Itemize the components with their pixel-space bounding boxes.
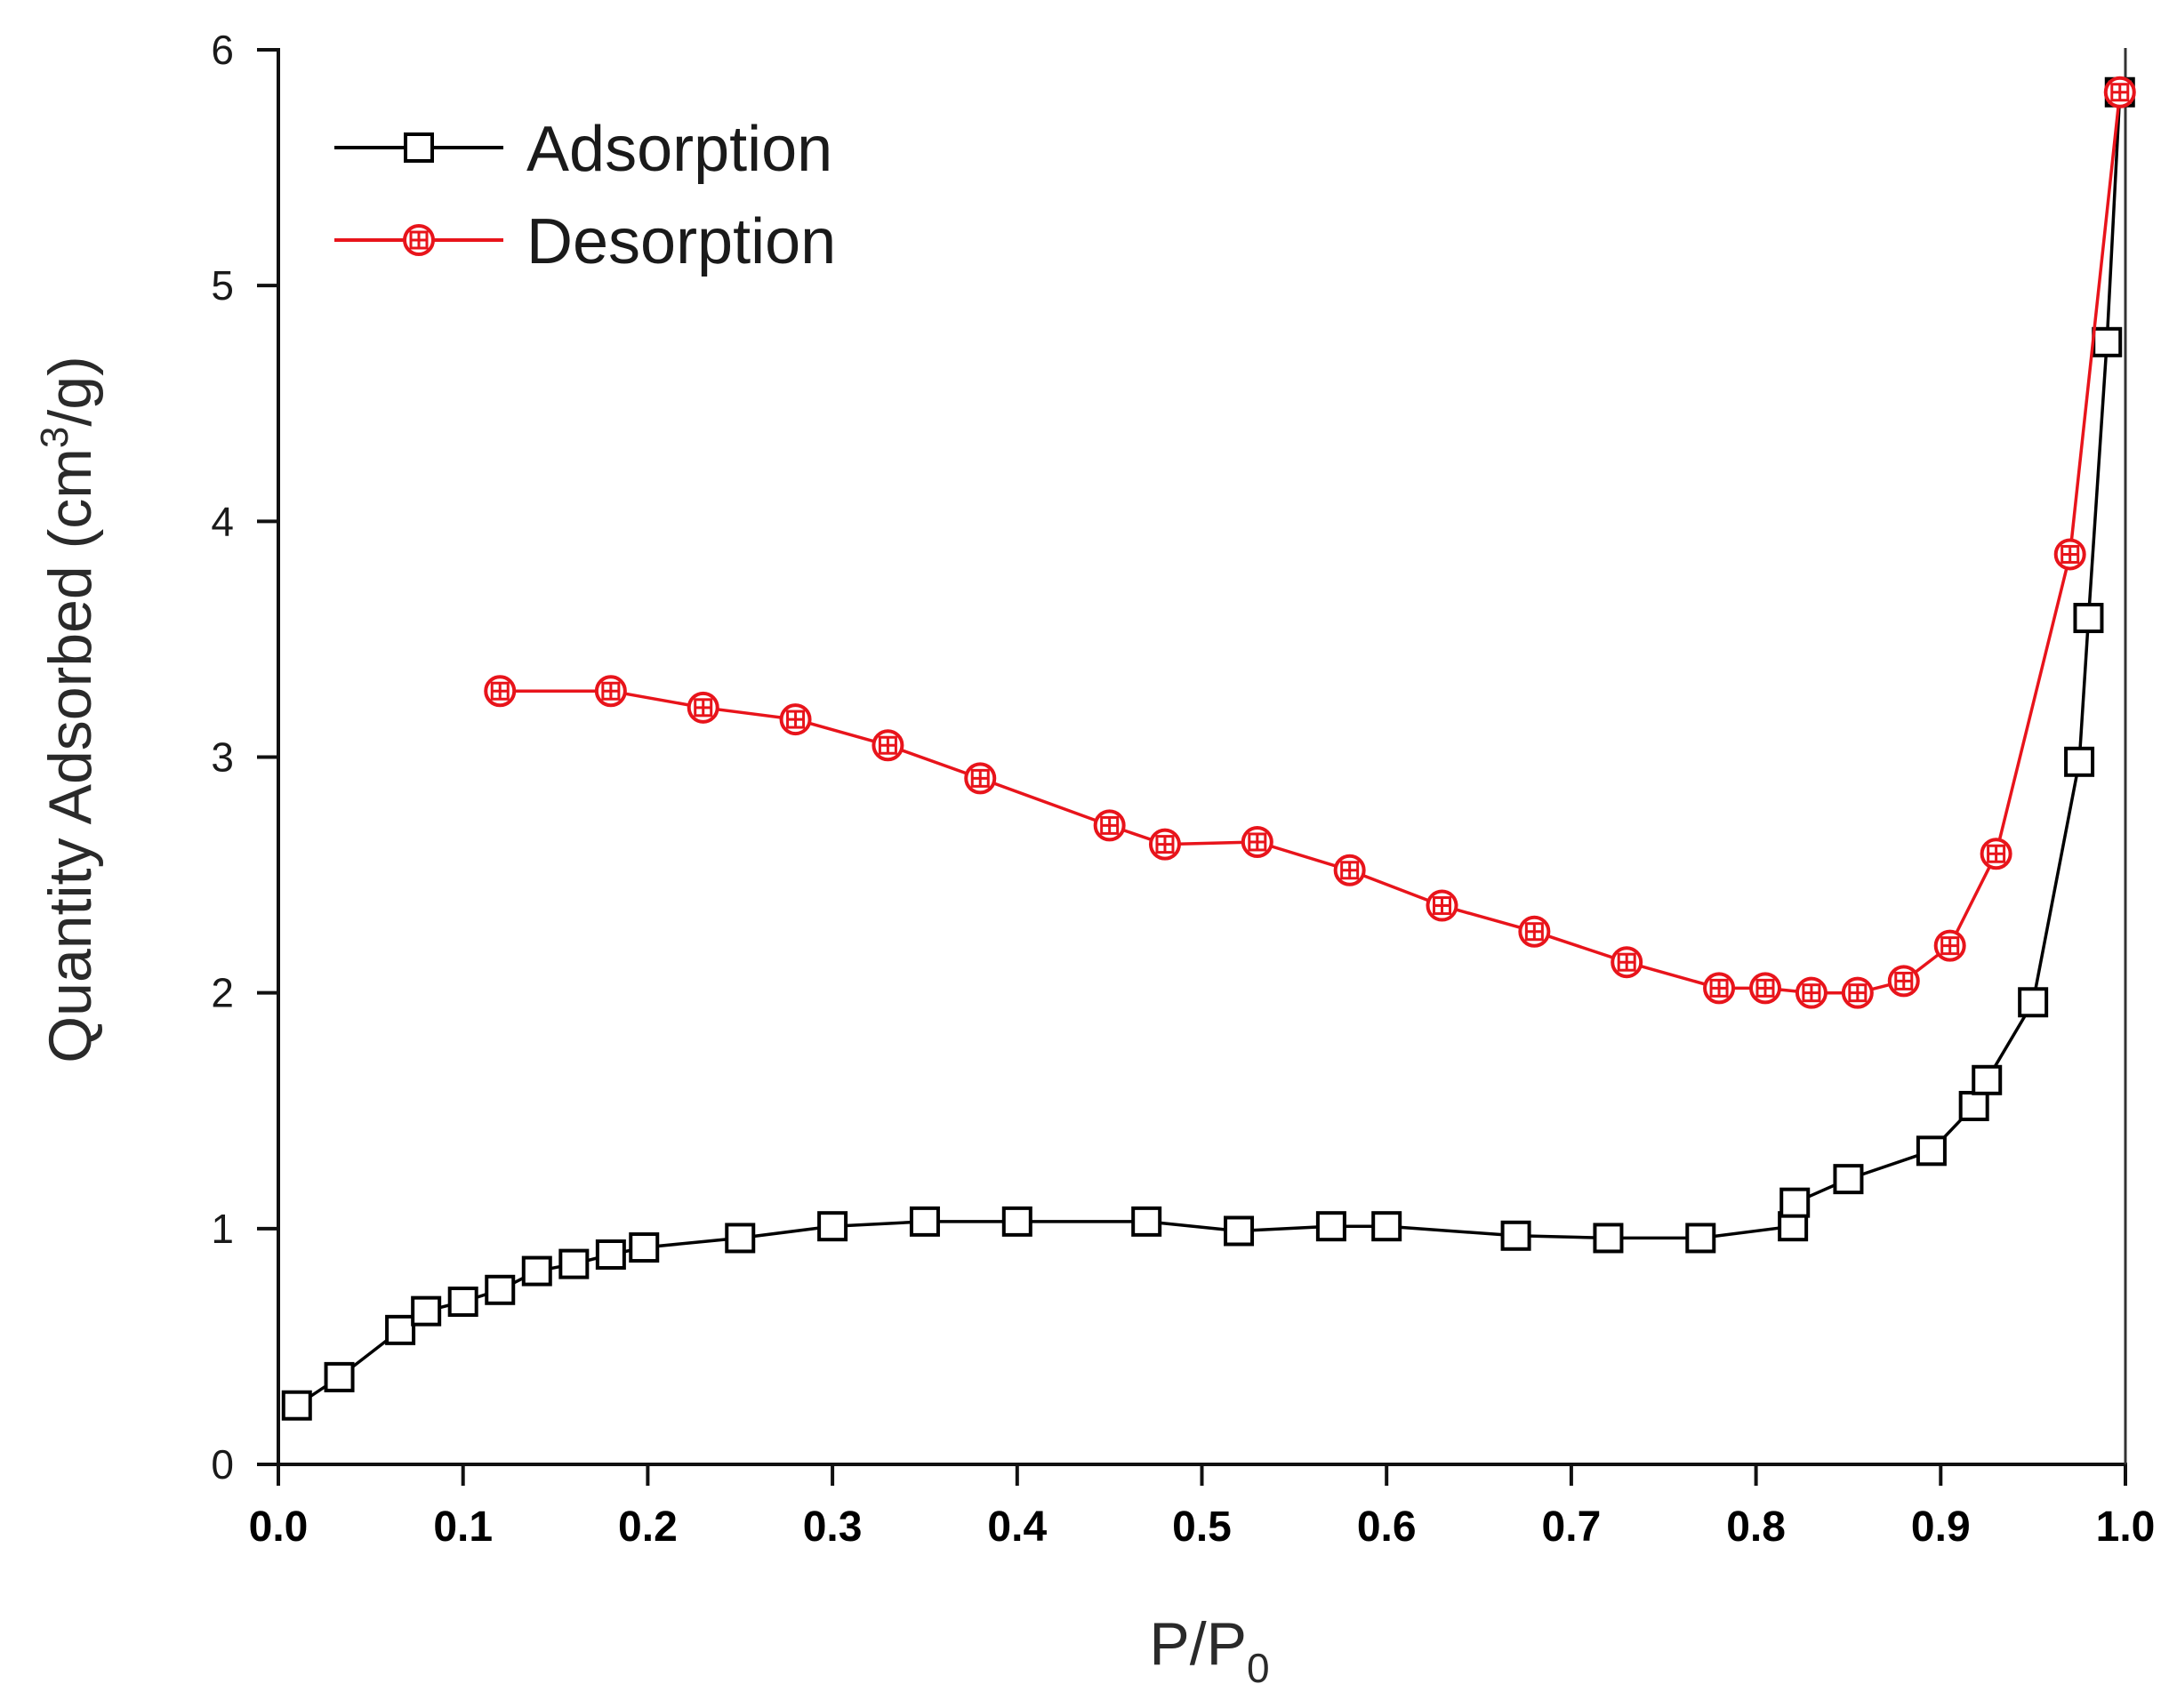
- adsorption-point-12: [909, 1206, 940, 1237]
- adsorption-point-6: [521, 1255, 552, 1287]
- x-axis: 0.0 0.1 0.2 0.3 0.4 0.5 0.6 0.7 0.8 0.9 1.0: [249, 1464, 2156, 1551]
- desorption-point-8: [1703, 972, 1736, 1005]
- adsorption-point-9: [629, 1232, 660, 1263]
- adsorption-point-15: [1224, 1215, 1255, 1247]
- desorption-point-5: [1841, 976, 1874, 1009]
- y-tick-label-5: 5: [211, 262, 234, 309]
- desorption-point-6: [1795, 976, 1828, 1009]
- adsorption-point-24: [1916, 1135, 1947, 1167]
- desorption-point-15: [1093, 809, 1126, 842]
- desorption-point-0: [2103, 76, 2136, 108]
- desorption-point-19: [687, 691, 719, 724]
- x-axis-title-subscript: 0: [1247, 1645, 1270, 1691]
- y-tick-label-6: 6: [211, 27, 234, 73]
- x-tick-label-0.8: 0.8: [1726, 1504, 1786, 1551]
- adsorption-point-0: [281, 1390, 312, 1421]
- x-tick-label-0.9: 0.9: [1911, 1504, 1971, 1551]
- legend-marker-adsorption: [404, 132, 434, 163]
- adsorption-series: [281, 76, 2135, 1421]
- legend-label-adsorption: Adsorption: [526, 114, 832, 185]
- adsorption-point-28: [2064, 746, 2095, 777]
- desorption-point-4: [1887, 965, 1920, 998]
- adsorption-point-27: [2018, 987, 2049, 1018]
- adsorption-point-5: [485, 1274, 516, 1305]
- desorption-point-12: [1333, 854, 1366, 886]
- desorption-point-14: [1148, 828, 1181, 861]
- desorption-point-21: [484, 675, 517, 708]
- x-tick-label-0.3: 0.3: [803, 1504, 863, 1551]
- adsorption-point-14: [1131, 1206, 1162, 1237]
- y-tick-label-0: 0: [211, 1441, 234, 1487]
- series-layer: [281, 76, 2136, 1421]
- desorption-point-7: [1748, 972, 1781, 1005]
- y-tick-label-3: 3: [211, 734, 234, 781]
- legend-label-desorption: Desorption: [526, 206, 836, 277]
- x-tick-label-0.7: 0.7: [1542, 1504, 1602, 1551]
- adsorption-point-3: [411, 1295, 442, 1327]
- adsorption-point-16: [1315, 1211, 1346, 1242]
- desorption-point-1: [2053, 538, 2086, 571]
- desorption-line: [500, 92, 2122, 995]
- x-tick-label-0.5: 0.5: [1172, 1504, 1232, 1551]
- adsorption-point-18: [1500, 1220, 1531, 1251]
- y-tick-label-4: 4: [211, 498, 234, 544]
- adsorption-point-26: [1972, 1064, 2003, 1095]
- x-tick-label-0.6: 0.6: [1357, 1504, 1417, 1551]
- adsorption-point-30: [2092, 326, 2123, 357]
- y-tick-label-2: 2: [211, 970, 234, 1016]
- adsorption-point-13: [1001, 1206, 1032, 1237]
- adsorption-point-29: [2073, 603, 2104, 634]
- x-tick-label-0.0: 0.0: [249, 1504, 309, 1551]
- desorption-series: [484, 76, 2136, 1009]
- desorption-point-17: [872, 729, 904, 762]
- adsorption-point-19: [1593, 1223, 1624, 1254]
- x-tick-label-1.0: 1.0: [2096, 1504, 2156, 1551]
- x-tick-label-0.4: 0.4: [987, 1504, 1047, 1551]
- adsorption-point-23: [1833, 1164, 1864, 1195]
- y-axis-title-tail: /g): [36, 356, 104, 426]
- x-tick-label-0.2: 0.2: [618, 1504, 678, 1551]
- x-axis-title: P/P0: [1149, 1610, 1269, 1691]
- desorption-point-20: [594, 675, 627, 708]
- desorption-point-9: [1611, 946, 1643, 979]
- y-axis-title-superscript: 3: [33, 427, 76, 448]
- adsorption-point-20: [1685, 1223, 1716, 1254]
- adsorption-point-11: [817, 1211, 848, 1242]
- legend-entry-adsorption: Adsorption: [334, 114, 832, 185]
- legend: Adsorption Desorption: [334, 114, 836, 277]
- desorption-point-3: [1933, 929, 1966, 962]
- desorption-point-16: [964, 762, 997, 795]
- desorption-point-18: [779, 703, 812, 736]
- adsorption-point-17: [1371, 1211, 1402, 1242]
- legend-entry-desorption: Desorption: [334, 206, 836, 277]
- adsorption-point-4: [447, 1287, 478, 1318]
- y-axis-title: Quantity Adsorbed (cm3/g): [33, 356, 104, 1063]
- adsorption-point-8: [595, 1239, 626, 1271]
- adsorption-point-2: [385, 1314, 416, 1345]
- desorption-point-13: [1241, 825, 1273, 858]
- adsorption-point-25: [1958, 1090, 1989, 1121]
- desorption-point-10: [1518, 915, 1551, 948]
- y-tick-label-1: 1: [211, 1206, 234, 1252]
- adsorption-point-10: [725, 1223, 756, 1254]
- desorption-point-2: [1980, 838, 2012, 870]
- desorption-point-11: [1426, 889, 1458, 922]
- adsorption-point-1: [324, 1361, 355, 1392]
- x-tick-label-0.1: 0.1: [433, 1504, 493, 1551]
- adsorption-point-7: [558, 1248, 590, 1279]
- adsorption-point-22: [1779, 1187, 1811, 1218]
- legend-marker-desorption: [403, 224, 435, 256]
- y-axis: 0 1 2 3 4 5 6: [211, 27, 278, 1487]
